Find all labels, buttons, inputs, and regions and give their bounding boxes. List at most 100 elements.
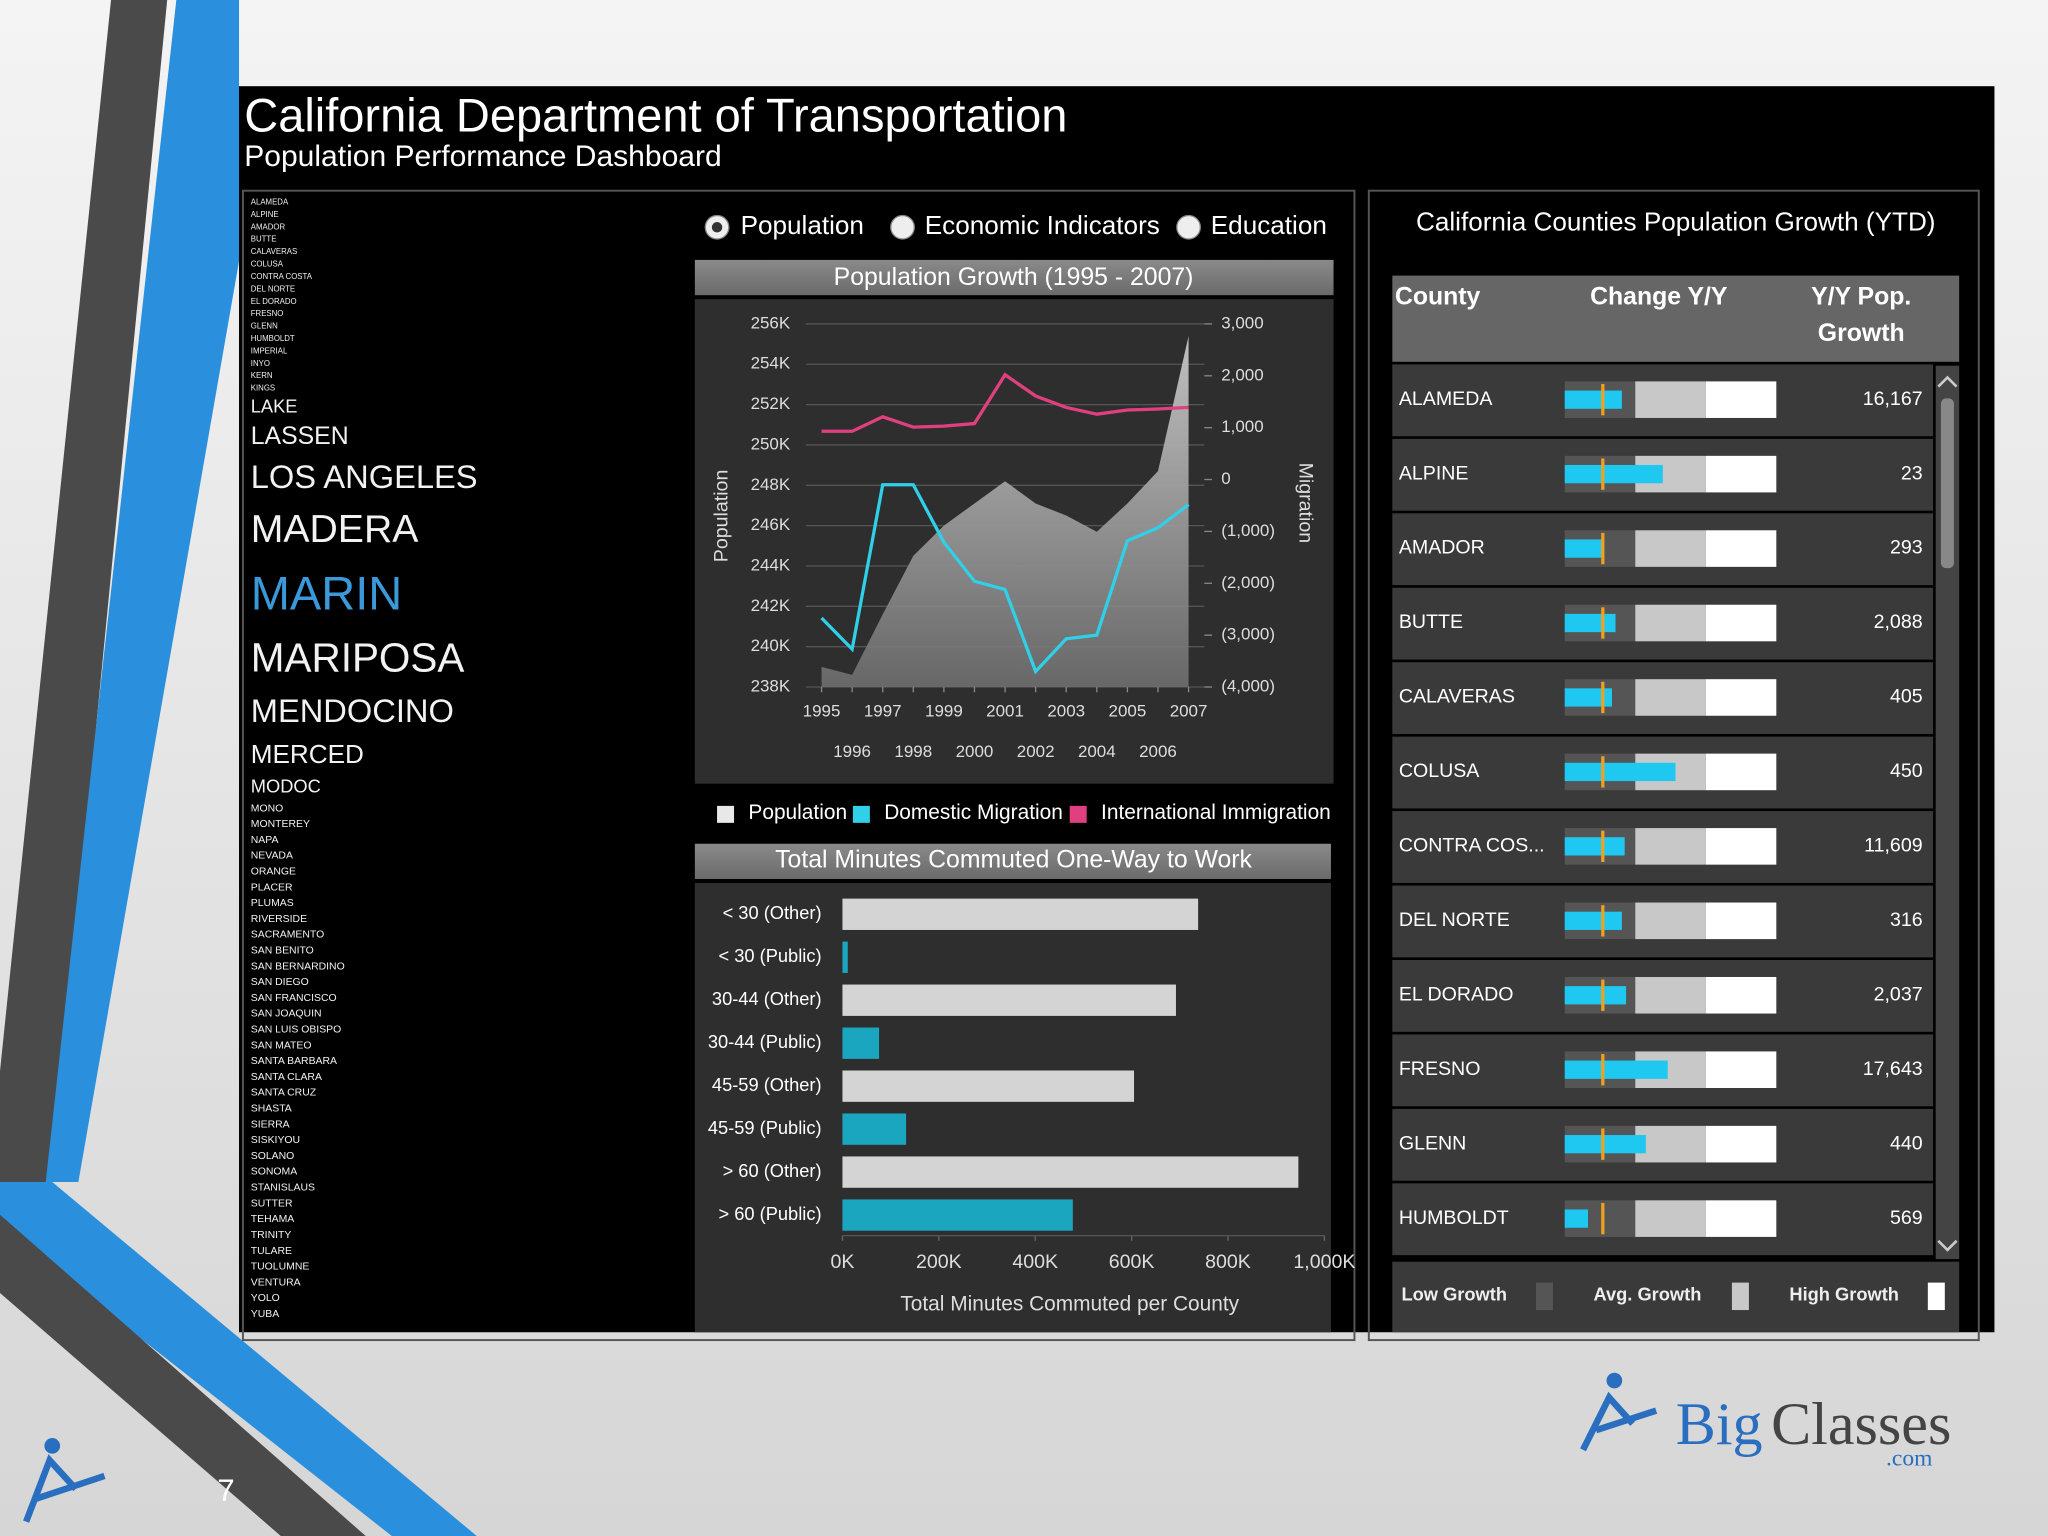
x-tick-label: 2002 [1017,742,1055,761]
county-word[interactable]: AMADOR [251,222,286,231]
bar [842,898,1199,930]
county-word[interactable]: SAN FRANCISCO [251,993,337,1004]
county-word[interactable]: LOS ANGELES [251,458,478,495]
county-word[interactable]: GLENN [251,322,278,331]
county-word[interactable]: SANTA CLARA [251,1072,322,1083]
county-word[interactable]: ORANGE [251,866,296,877]
growth-cell: 440 [1890,1132,1923,1154]
county-word[interactable]: BUTTE [251,235,277,244]
county-word[interactable]: CONTRA COSTA [251,272,313,281]
county-word[interactable]: SANTA CRUZ [251,1088,317,1099]
county-word[interactable]: SOLANO [251,1151,295,1162]
bar [842,984,1176,1016]
band [1705,828,1777,865]
county-word[interactable]: SAN LUIS OBISPO [251,1025,342,1036]
bar [842,1027,880,1059]
county-word[interactable]: PLACER [251,882,293,893]
legend-swatch [717,805,735,823]
county-word[interactable]: MONTEREY [251,819,310,830]
stripe-blue-bottom [0,1182,477,1536]
county-word[interactable]: INYO [251,359,270,368]
county-word[interactable]: SAN BENITO [251,945,314,956]
county-word[interactable]: SIERRA [251,1119,290,1130]
change-bar [1564,1060,1668,1079]
radio-group: Population Economic Indicators Education [704,210,1327,240]
county-word[interactable]: HUMBOLDT [251,334,295,343]
scroll-thumb[interactable] [1940,398,1954,569]
county-word[interactable]: CALAVERAS [251,247,297,256]
county-word[interactable]: RIVERSIDE [251,914,307,925]
column-header: Y/Y Pop. Growth [1811,283,1912,348]
county-word[interactable]: NEVADA [251,851,293,862]
band [1705,530,1777,567]
county-word[interactable]: DEL NORTE [251,284,295,293]
county-word[interactable]: MERCED [251,739,364,769]
county-word[interactable]: MENDOCINO [251,692,454,729]
county-word[interactable]: PLUMAS [251,898,294,909]
county-word[interactable]: SAN MATEO [251,1040,312,1051]
chart-title: Population Growth (1995 - 2007) [834,264,1194,291]
county-word[interactable]: VENTURA [251,1277,301,1288]
county-word[interactable]: TEHAMA [251,1214,295,1225]
county-word[interactable]: STANISLAUS [251,1183,315,1194]
scrollbar[interactable] [1935,365,1960,1260]
county-word[interactable]: SAN BERNARDINO [251,961,345,972]
county-word[interactable]: FRESNO [251,309,284,318]
county-word[interactable]: IMPERIAL [251,346,288,355]
county-word[interactable]: SACRAMENTO [251,930,324,941]
county-word[interactable]: LAKE [251,395,298,416]
band [1705,902,1777,940]
bar [842,1070,1135,1102]
x-tick-label: 200K [916,1251,962,1273]
x-tick-label: 2001 [986,701,1024,720]
county-word[interactable]: TUOLUMNE [251,1262,310,1273]
county-word[interactable]: LASSEN [251,423,349,450]
right-panel [1367,189,1980,1342]
change-bar [1564,911,1622,930]
y2-tick-label: 1,000 [1221,417,1263,436]
county-word[interactable]: SUTTER [251,1198,293,1209]
scroll-arrows[interactable] [1937,375,1958,1252]
county-word[interactable]: EL DORADO [251,297,297,306]
county-word[interactable]: TULARE [251,1246,292,1257]
x-tick-label: 1,000K [1293,1251,1355,1273]
stripe-dark [0,0,168,1254]
county-word[interactable]: MONO [251,803,283,814]
category-label: 30-44 (Public) [708,1031,822,1052]
radio-label[interactable]: Population [741,210,864,240]
county-word[interactable]: MARIPOSA [251,635,465,681]
county-word[interactable]: MARIN [251,566,403,619]
county-word[interactable]: YUBA [251,1309,279,1320]
county-word[interactable]: KERN [251,371,273,380]
y-tick-label: 256K [751,313,791,332]
county-word[interactable]: SAN DIEGO [251,977,309,988]
county-cell: GLENN [1399,1132,1466,1154]
change-bar [1564,1135,1646,1154]
radio[interactable] [890,214,915,240]
y-tick-label: 246K [751,515,791,534]
county-cell: AMADOR [1399,537,1485,559]
change-bar [1564,1209,1589,1228]
radio[interactable] [1176,214,1201,240]
category-label: < 30 (Other) [723,902,822,923]
county-word[interactable]: NAPA [251,835,279,846]
radio-label[interactable]: Education [1211,210,1327,240]
county-word[interactable]: SONOMA [251,1167,297,1178]
county-word[interactable]: ALPINE [251,210,279,219]
county-word[interactable]: MADERA [251,508,419,551]
y-tick-label: 238K [751,677,791,696]
band [1705,1200,1777,1237]
county-word[interactable]: YOLO [251,1293,280,1304]
chart-area [694,882,1331,1333]
county-word[interactable]: TRINITY [251,1230,292,1241]
logo-icon [1580,1391,1658,1452]
county-word[interactable]: COLUSA [251,260,284,269]
county-word[interactable]: SHASTA [251,1104,292,1115]
county-word[interactable]: ALAMEDA [251,198,289,207]
county-word[interactable]: MODOC [251,775,321,796]
county-word[interactable]: SISKIYOU [251,1135,300,1146]
county-word[interactable]: KINGS [251,384,275,393]
county-word[interactable]: SAN JOAQUIN [251,1009,322,1020]
radio-label[interactable]: Economic Indicators [925,210,1160,240]
county-word[interactable]: SANTA BARBARA [251,1056,337,1067]
